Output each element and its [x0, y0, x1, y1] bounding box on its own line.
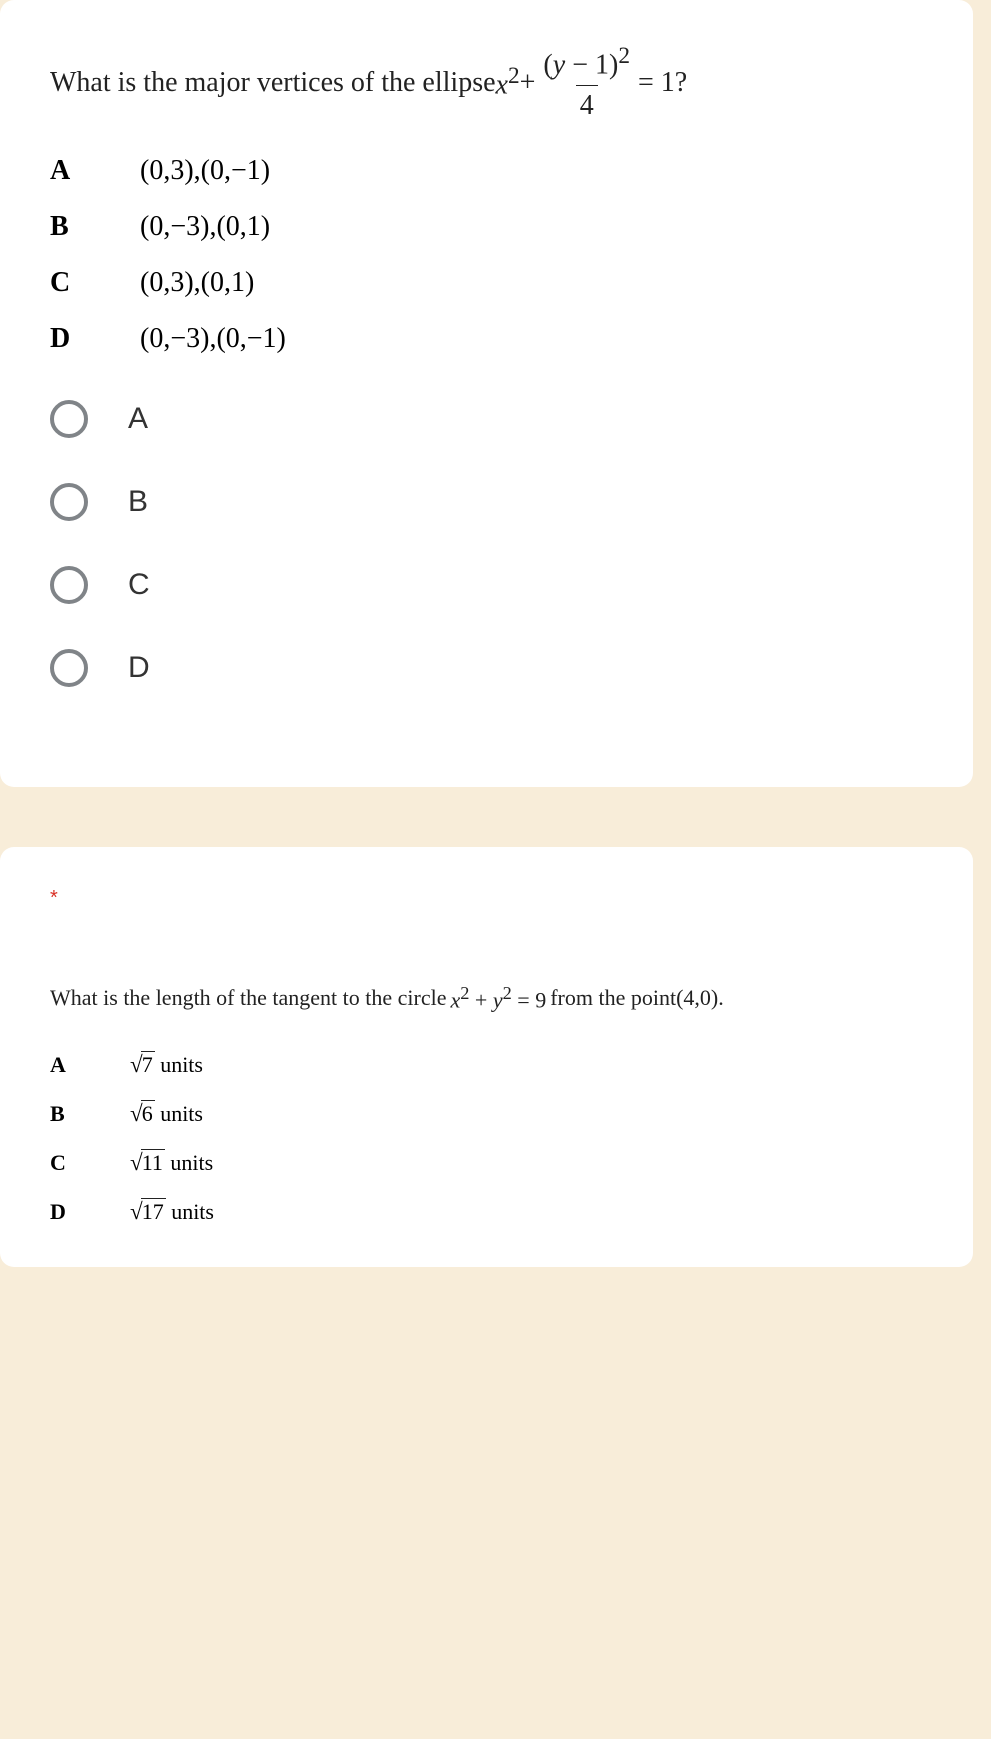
- radio-label: D: [128, 651, 150, 685]
- answer-a: A (0,3),(0,−1): [50, 155, 923, 187]
- answer-text: √11 units: [130, 1149, 213, 1176]
- answer-c: C (0,3),(0,1): [50, 267, 923, 299]
- eq-den: 4: [576, 85, 598, 125]
- prompt-text: What is the length of the tangent to the…: [50, 981, 446, 1014]
- answer-letter: D: [50, 1199, 130, 1225]
- answer-text: (0,3),(0,1): [140, 267, 254, 299]
- equation: x2 + (y − 1)2 4 = 1?: [496, 40, 688, 125]
- answer-letter: B: [50, 1101, 130, 1127]
- radicand: 11: [141, 1149, 165, 1175]
- answer-text: √6 units: [130, 1100, 203, 1127]
- required-star-icon: *: [50, 887, 923, 910]
- question-card-1: What is the major vertices of the ellips…: [0, 0, 973, 787]
- answer-a: A √7 units: [50, 1051, 923, 1078]
- answer-text: (0,3),(0,−1): [140, 155, 270, 187]
- radicand: 7: [141, 1051, 155, 1077]
- units: units: [166, 1199, 214, 1224]
- equation: x2 + y2 = 9: [450, 980, 546, 1016]
- eq-rhs: = 9: [512, 987, 546, 1012]
- eq-y: y: [493, 987, 503, 1012]
- radicand: 6: [141, 1100, 155, 1126]
- question-prompt: What is the length of the tangent to the…: [50, 980, 923, 1016]
- answer-letter: B: [50, 211, 140, 243]
- answer-text: (0,−3),(0,−1): [140, 323, 286, 355]
- answer-text: (0,−3),(0,1): [140, 211, 270, 243]
- radio-option-a[interactable]: A: [50, 400, 923, 438]
- eq-y-exp: 2: [503, 983, 512, 1003]
- answer-b: B √6 units: [50, 1100, 923, 1127]
- answer-b: B (0,−3),(0,1): [50, 211, 923, 243]
- answer-d: D (0,−3),(0,−1): [50, 323, 923, 355]
- radio-label: A: [128, 402, 148, 436]
- radio-option-c[interactable]: C: [50, 566, 923, 604]
- answer-letter: C: [50, 267, 140, 299]
- answer-letter: C: [50, 1150, 130, 1176]
- answer-letter: A: [50, 1052, 130, 1078]
- eq-plus: +: [469, 987, 492, 1012]
- prompt-text: What is the major vertices of the ellips…: [50, 63, 496, 102]
- eq-x: x: [450, 987, 460, 1012]
- units: units: [155, 1101, 203, 1126]
- eq-paren-r: ): [609, 49, 618, 80]
- radio-label: B: [128, 485, 148, 519]
- eq-paren-l: (: [543, 49, 552, 80]
- answer-letter: D: [50, 323, 140, 355]
- eq-num-exp: 2: [618, 43, 630, 69]
- eq-plus: +: [520, 63, 536, 102]
- radio-option-d[interactable]: D: [50, 649, 923, 687]
- eq-x: x: [496, 69, 508, 100]
- radio-option-b[interactable]: B: [50, 483, 923, 521]
- radio-circle-icon: [50, 566, 88, 604]
- prompt-point: (4,0).: [676, 981, 724, 1014]
- prompt-mid: from the point: [550, 981, 676, 1014]
- answer-letter: A: [50, 155, 140, 187]
- eq-minus1: − 1: [565, 49, 609, 80]
- answer-c: C √11 units: [50, 1149, 923, 1176]
- answer-text: √17 units: [130, 1198, 214, 1225]
- answer-list: A √7 units B √6 units C √11 units D √17 …: [50, 1051, 923, 1225]
- eq-y: y: [553, 49, 565, 80]
- eq-x-exp: 2: [508, 63, 520, 89]
- radio-group: A B C D: [50, 400, 923, 687]
- answer-d: D √17 units: [50, 1198, 923, 1225]
- answer-text: √7 units: [130, 1051, 203, 1078]
- radio-circle-icon: [50, 649, 88, 687]
- radio-circle-icon: [50, 400, 88, 438]
- units: units: [155, 1052, 203, 1077]
- question-prompt: What is the major vertices of the ellips…: [50, 40, 923, 125]
- eq-fraction: (y − 1)2 4: [539, 40, 634, 125]
- eq-equals: = 1?: [638, 63, 687, 102]
- radicand: 17: [141, 1198, 166, 1224]
- answer-list: A (0,3),(0,−1) B (0,−3),(0,1) C (0,3),(0…: [50, 155, 923, 355]
- question-card-2: * What is the length of the tangent to t…: [0, 847, 973, 1267]
- radio-circle-icon: [50, 483, 88, 521]
- radio-label: C: [128, 568, 150, 602]
- units: units: [165, 1150, 213, 1175]
